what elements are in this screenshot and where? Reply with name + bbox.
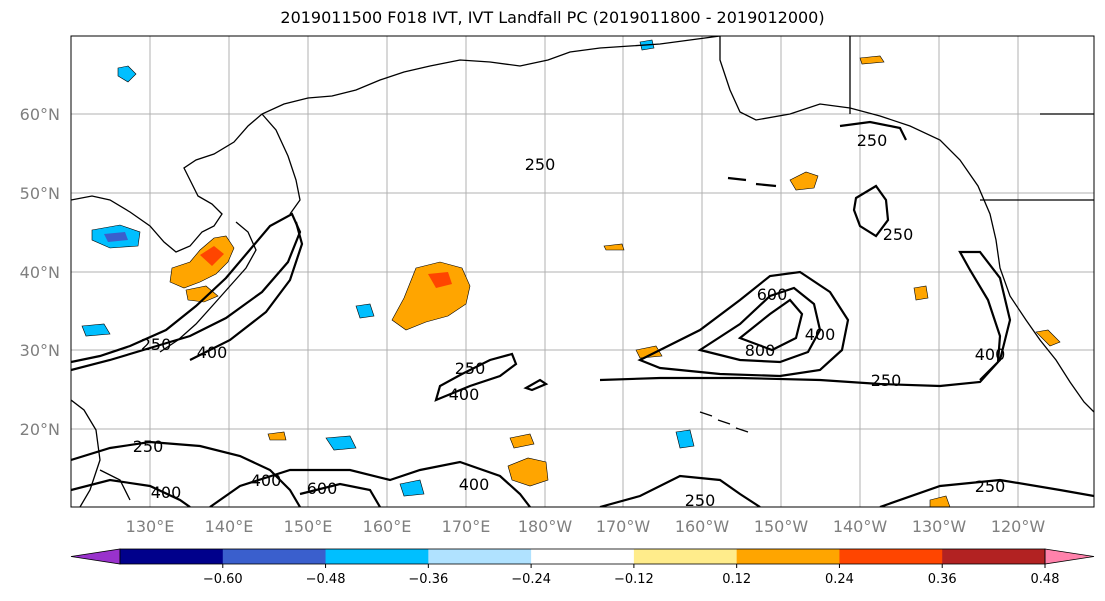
lat-label: 40°N xyxy=(20,263,60,282)
colorbar-tick-label: 0.36 xyxy=(928,572,957,587)
colorbar-tick-label: −0.36 xyxy=(408,572,448,587)
contour-label: 250 xyxy=(525,155,556,174)
colorbar-tick-label: 0.48 xyxy=(1031,572,1060,587)
lon-label: 140°W xyxy=(833,517,888,536)
colorbar-segment xyxy=(633,549,738,564)
contour-label: 250 xyxy=(133,437,164,456)
colorbar-segment xyxy=(222,549,327,564)
lon-label: 180°W xyxy=(518,517,573,536)
contour-label: 800 xyxy=(745,341,776,360)
contour-label: 400 xyxy=(449,385,480,404)
lon-label: 160°W xyxy=(675,517,730,536)
colorbar-tick-label: −0.48 xyxy=(306,572,346,587)
pc-shading xyxy=(81,39,1061,507)
lon-label: 130°E xyxy=(126,517,175,536)
contour-label: 400 xyxy=(197,343,228,362)
lat-label: 20°N xyxy=(20,420,60,439)
colorbar-segment xyxy=(531,549,635,564)
contour-label: 600 xyxy=(307,479,338,498)
contour-label: 250 xyxy=(975,477,1006,496)
colorbar-tick-label: −0.12 xyxy=(614,572,654,587)
colorbar-segment xyxy=(325,549,429,564)
lon-label: 160°E xyxy=(363,517,412,536)
colorbar-tick-label: −0.24 xyxy=(511,572,551,587)
contour-label: 400 xyxy=(975,345,1006,364)
lat-label: 50°N xyxy=(20,184,60,203)
lon-label: 130°W xyxy=(912,517,967,536)
contour-label: 250 xyxy=(141,335,172,354)
lon-label: 170°E xyxy=(442,517,491,536)
lon-label: 120°W xyxy=(991,517,1046,536)
colorbar-tick-label: 0.12 xyxy=(722,572,751,587)
lon-label: 170°W xyxy=(596,517,651,536)
lon-label: 150°E xyxy=(284,517,333,536)
map-title: 2019011500 F018 IVT, IVT Landfall PC (20… xyxy=(280,8,825,27)
colorbar-tick-label: 0.24 xyxy=(825,572,854,587)
colorbar-segment xyxy=(736,549,840,564)
contour-label: 250 xyxy=(883,225,914,244)
graticule xyxy=(71,36,1094,507)
contour-label: 250 xyxy=(455,359,486,378)
longitude-labels: 130°E 140°E 150°E 160°E 170°E 180°W 170°… xyxy=(126,517,1046,536)
contour-label: 250 xyxy=(685,491,716,510)
contour-label: 400 xyxy=(459,475,490,494)
ivt-contours xyxy=(71,120,1094,507)
colorbar-extend-high xyxy=(1044,548,1095,565)
lon-label: 150°W xyxy=(754,517,809,536)
contour-label: 400 xyxy=(151,483,182,502)
colorbar-segment xyxy=(120,549,224,564)
colorbar: −0.60 −0.48 −0.36 −0.24 −0.12 0.12 0.24 0.36 0.4… xyxy=(70,548,1095,587)
contour-label: 250 xyxy=(857,131,888,150)
contour-label: 600 xyxy=(757,285,788,304)
lat-label: 30°N xyxy=(20,341,60,360)
map-frame xyxy=(70,35,1095,508)
lat-label: 60°N xyxy=(20,105,60,124)
colorbar-segment xyxy=(942,549,1046,564)
contour-label: 400 xyxy=(805,325,836,344)
colorbar-segment xyxy=(428,549,532,564)
contour-label: 400 xyxy=(251,471,282,490)
colorbar-extend-low xyxy=(70,548,121,565)
colorbar-outline xyxy=(119,548,1046,565)
coastlines xyxy=(71,36,1094,507)
colorbar-segment xyxy=(839,549,943,564)
contour-label: 250 xyxy=(871,371,902,390)
contour-labels: 250 250 400 250 400 400 250 400 600 250 … xyxy=(133,131,1006,510)
colorbar-tick-label: −0.60 xyxy=(203,572,243,587)
lon-label: 140°E xyxy=(205,517,254,536)
latitude-labels: 60°N 50°N 40°N 30°N 20°N xyxy=(20,105,60,439)
